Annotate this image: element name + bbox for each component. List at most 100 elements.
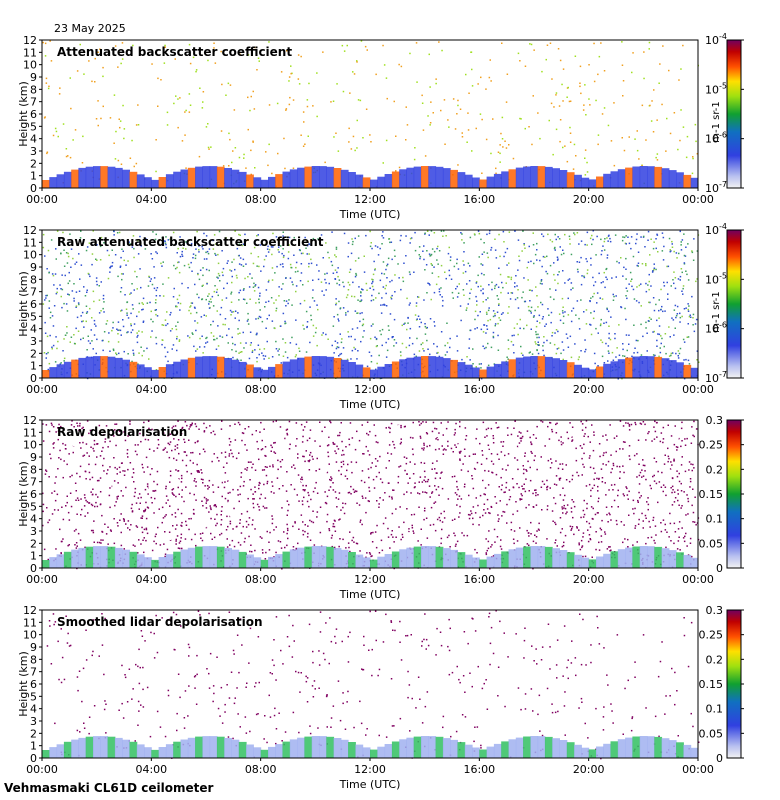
- colorbar-tick-label: 10-5: [705, 271, 727, 286]
- colorbar: 0 0.05 0.1 0.15 0.2 0.25 0.3: [699, 604, 744, 765]
- colorbar-tick-label: 0.1: [706, 513, 724, 526]
- signal-texture: [46, 610, 700, 760]
- plot-area: [42, 230, 698, 378]
- y-axis-label: Height (km): [17, 271, 30, 337]
- y-tick-label: 8: [30, 273, 37, 286]
- plot-area: [42, 610, 698, 758]
- colorbar-unit: m-1 sr-1: [711, 101, 722, 143]
- colorbar-tick-label: 0: [716, 752, 723, 765]
- y-tick-label: 3: [30, 525, 37, 538]
- colorbar-tick-label: 0.2: [706, 463, 724, 476]
- y-tick-label: 9: [30, 451, 37, 464]
- x-tick-label: 16:00: [463, 193, 495, 206]
- y-tick-label: 2: [30, 347, 37, 360]
- y-tick-label: 10: [23, 59, 37, 72]
- x-tick-label: 20:00: [573, 573, 605, 586]
- y-tick-label: 4: [30, 513, 37, 526]
- boundary-layer: [42, 356, 699, 378]
- y-tick-label: 11: [23, 46, 37, 59]
- x-tick-label: 00:00: [682, 763, 714, 776]
- colorbar-tick-label: 0: [716, 562, 723, 575]
- x-tick-label: 00:00: [26, 193, 58, 206]
- y-tick-label: 11: [23, 426, 37, 439]
- y-axis-label: Height (km): [17, 461, 30, 527]
- x-tick-label: 00:00: [26, 763, 58, 776]
- y-tick-label: 0: [30, 182, 37, 195]
- y-tick-label: 7: [30, 666, 37, 679]
- x-tick-label: 20:00: [573, 193, 605, 206]
- x-tick-label: 08:00: [245, 763, 277, 776]
- y-tick-label: 6: [30, 488, 37, 501]
- x-tick-label: 00:00: [26, 383, 58, 396]
- colorbar-tick-label: 10-6: [705, 131, 727, 146]
- x-tick-label: 20:00: [573, 383, 605, 396]
- x-tick-label: 00:00: [682, 193, 714, 206]
- colorbar-unit: m-1 sr-1: [711, 291, 722, 333]
- x-tick-label: 08:00: [245, 193, 277, 206]
- x-axis-label: Time (UTC): [339, 778, 401, 791]
- colorbar-tick-label: 0.05: [699, 727, 724, 740]
- colorbar-tick-label: 10-5: [705, 81, 727, 96]
- y-tick-label: 4: [30, 703, 37, 716]
- y-tick-label: 5: [30, 120, 37, 133]
- colorbar-tick-label: 0.25: [699, 439, 724, 452]
- y-tick-label: 7: [30, 96, 37, 109]
- colorbar-tick-label: 0.15: [699, 678, 724, 691]
- x-tick-label: 16:00: [463, 763, 495, 776]
- y-tick-label: 1: [30, 360, 37, 373]
- colorbar-tick-label: 10-7: [705, 370, 727, 385]
- x-tick-label: 08:00: [245, 383, 277, 396]
- x-tick-label: 12:00: [354, 383, 386, 396]
- boundary-layer: [42, 166, 699, 188]
- y-tick-label: 12: [23, 414, 37, 427]
- x-axis-label: Time (UTC): [339, 398, 401, 411]
- x-tick-label: 04:00: [135, 193, 167, 206]
- y-tick-label: 2: [30, 157, 37, 170]
- x-tick-label: 08:00: [245, 573, 277, 586]
- footer-label: Vehmasmaki CL61D ceilometer: [4, 781, 213, 795]
- y-tick-label: 5: [30, 690, 37, 703]
- y-tick-label: 10: [23, 439, 37, 452]
- colorbar-tick-label: 10-4: [705, 222, 727, 237]
- y-tick-label: 7: [30, 476, 37, 489]
- x-tick-label: 12:00: [354, 193, 386, 206]
- y-tick-label: 1: [30, 740, 37, 753]
- y-tick-label: 2: [30, 727, 37, 740]
- y-tick-label: 3: [30, 335, 37, 348]
- plot-area: [42, 420, 698, 568]
- y-tick-label: 12: [23, 224, 37, 237]
- colorbar-tick-label: 0.3: [706, 414, 724, 427]
- y-tick-label: 1: [30, 170, 37, 183]
- colorbar-tick-label: 0.3: [706, 604, 724, 617]
- y-tick-label: 8: [30, 653, 37, 666]
- date-label: 23 May 2025: [54, 22, 126, 35]
- x-axis-label: Time (UTC): [339, 588, 401, 601]
- y-tick-label: 8: [30, 83, 37, 96]
- y-tick-label: 11: [23, 616, 37, 629]
- x-tick-label: 12:00: [354, 573, 386, 586]
- y-axis-label: Height (km): [17, 651, 30, 717]
- y-tick-label: 11: [23, 236, 37, 249]
- colorbar-tick-label: 10-6: [705, 321, 727, 336]
- y-tick-label: 12: [23, 34, 37, 47]
- y-axis-label: Height (km): [17, 81, 30, 147]
- x-tick-label: 20:00: [573, 763, 605, 776]
- y-tick-label: 6: [30, 678, 37, 691]
- x-tick-label: 04:00: [135, 573, 167, 586]
- colorbar: 10-7 10-6 10-5 10-4 m-1 sr-1: [705, 222, 744, 385]
- plot-area: [42, 40, 698, 188]
- panel-title: Smoothed lidar depolarisation: [57, 615, 263, 629]
- colorbar-tick-label: 0.25: [699, 629, 724, 642]
- x-axis-label: Time (UTC): [339, 208, 401, 221]
- x-tick-label: 00:00: [682, 383, 714, 396]
- y-tick-label: 12: [23, 604, 37, 617]
- y-tick-label: 7: [30, 286, 37, 299]
- boundary-layer: [42, 736, 699, 758]
- colorbar: 10-7 10-6 10-5 10-4 m-1 sr-1: [705, 32, 744, 195]
- y-tick-label: 1: [30, 550, 37, 563]
- y-tick-label: 9: [30, 261, 37, 274]
- x-tick-label: 16:00: [463, 573, 495, 586]
